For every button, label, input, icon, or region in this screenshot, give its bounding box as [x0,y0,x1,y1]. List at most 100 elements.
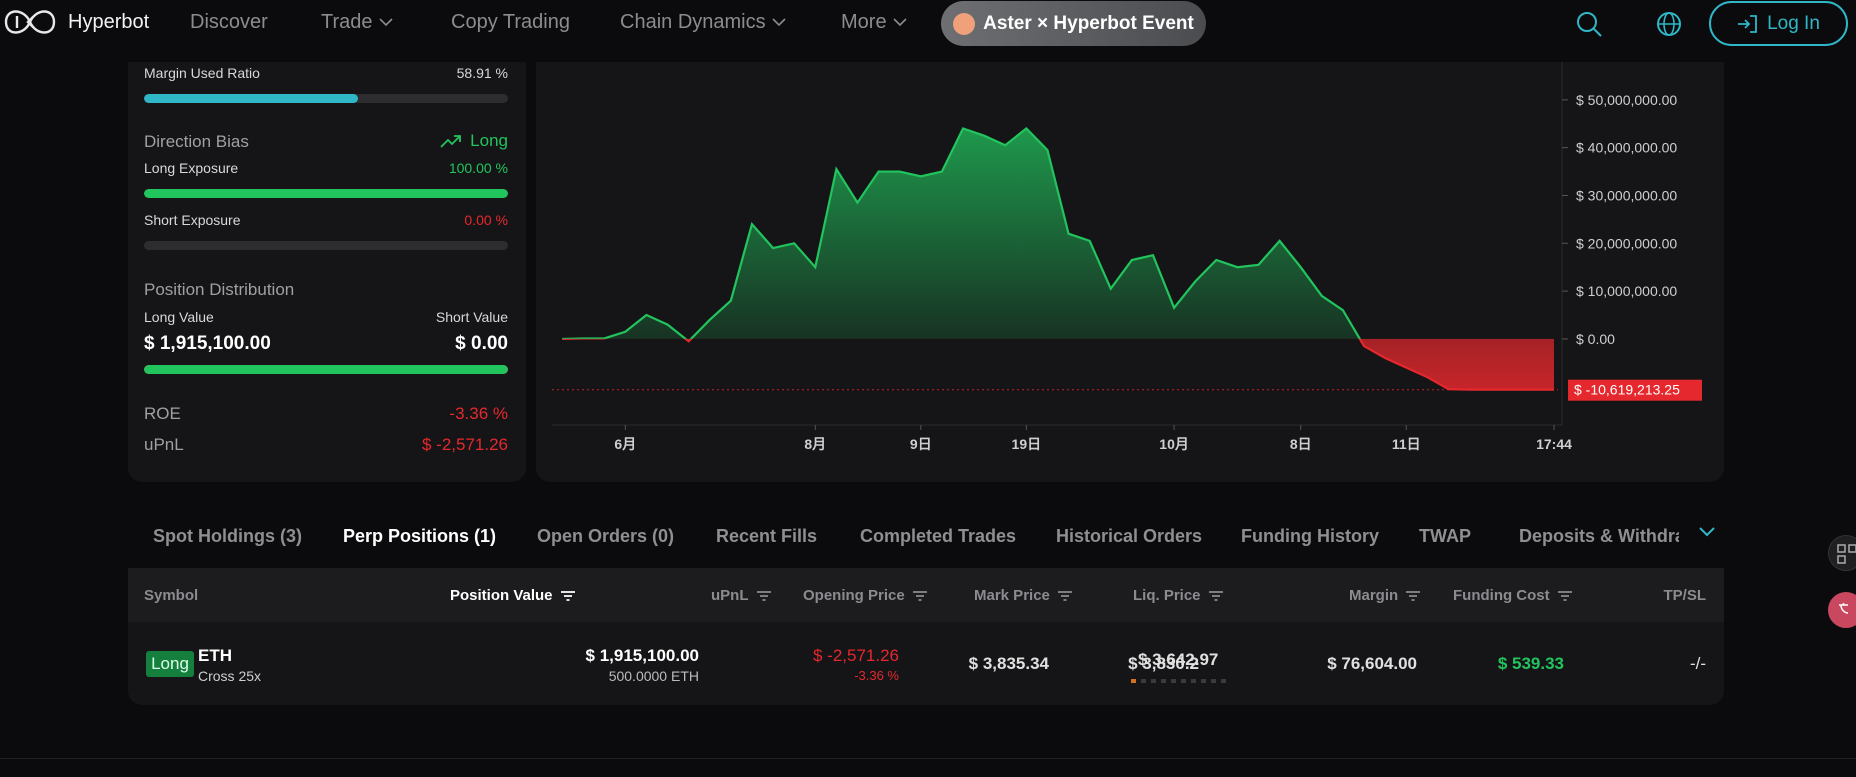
search-icon[interactable] [1575,10,1603,38]
login-arrow-icon [1738,14,1757,33]
pnl-area-negative [685,338,1554,390]
row-symbol[interactable]: ETH [198,646,232,665]
row-liq-price: $ 3,642.97 [1138,650,1219,669]
y-tick-label: $ 10,000,000.00 [1576,283,1677,299]
col-mark-price[interactable]: Mark Price [974,587,1073,604]
nav-discover-label: Discover [190,10,268,33]
position-distribution-bar-fill [144,365,508,374]
col-opening-price[interactable]: Opening Price [803,587,928,604]
x-tick-label: 8日 [1290,436,1312,452]
nav-trade[interactable]: Trade [321,10,393,34]
row-funding-cost: $ 539.33 [1497,654,1564,673]
liq-risk-meter [1131,679,1226,683]
col-position-value[interactable]: Position Value [450,587,576,604]
pnl-line-positive [561,127,1362,339]
tab-spot-holdings[interactable]: Spot Holdings (3) [153,526,302,546]
top-nav: Hyperbot Discover Trade Copy Trading Cha… [0,0,1856,62]
nav-more[interactable]: More [841,10,907,34]
direction-bias-value: Long [440,131,508,151]
roe-value: -3.36 % [449,404,508,423]
apps-icon [1837,544,1856,564]
col-margin[interactable]: Margin [1349,587,1421,604]
col-liq-price-label: Liq. Price [1133,587,1201,604]
col-funding-cost-label: Funding Cost [1453,587,1550,604]
row-margin: $ 76,604.00 [1327,654,1417,673]
direction-bias-label: Direction Bias [144,132,249,151]
translate-icon [1839,603,1849,614]
nav-more-label: More [841,10,887,33]
tab-recent-fills[interactable]: Recent Fills [716,526,818,546]
pnl-chart[interactable]: $ 50,000,000.00 $ 40,000,000.00 $ 30,000,0… [536,40,1724,482]
position-distribution-bar [144,365,508,374]
long-exposure-value: 100.00 % [448,160,508,176]
row-upnl: $ -2,571.26 [812,646,899,665]
row-tpsl[interactable]: -/- [1689,654,1706,673]
nav-copy-trading[interactable]: Copy Trading [451,10,570,34]
row-position-size: 500.0000 ETH [608,668,699,684]
translate-float-button[interactable] [1828,592,1856,628]
nav-trade-label: Trade [321,10,373,33]
col-funding-cost[interactable]: Funding Cost [1453,587,1573,604]
sort-filter-icon [1557,590,1572,601]
apps-float-button[interactable] [1828,535,1856,571]
tab-funding-history[interactable]: Funding History [1241,526,1379,546]
account-summary-panel: Margin Used Ratio 58.91 % Direction Bias… [128,40,526,482]
pnl-line-negative [562,338,1555,391]
row-mark-price: $ 3,830.2 [1128,654,1199,673]
sort-filter-icon [912,590,927,601]
nav-discover[interactable]: Discover [190,10,268,34]
col-mark-price-label: Mark Price [974,587,1050,604]
short-value: $ 0.00 [455,333,508,354]
tab-twap[interactable]: TWAP [1419,526,1471,546]
nav-copy-trading-label: Copy Trading [451,10,570,33]
tabs-more-chevron-icon[interactable] [1698,526,1716,538]
y-tick-label: $ 40,000,000.00 [1576,140,1677,156]
x-tick-label: 8月 [804,436,826,452]
chevron-down-icon [772,18,786,27]
margin-used-ratio-value: 58.91 % [456,65,508,81]
perp-positions-table: Symbol Position Value uPnL Opening Price… [128,568,1724,705]
col-symbol: Symbol [144,587,198,604]
x-tick-label: 6月 [614,436,636,452]
direction-bias-text: Long [470,131,508,150]
tab-perp-positions[interactable]: Perp Positions (1) [343,526,497,546]
roe-label: ROE [144,404,181,423]
aster-logo-icon [953,12,976,35]
upnl-label: uPnL [144,435,184,454]
footer-divider [0,758,1856,759]
position-distribution-label: Position Distribution [144,280,295,299]
tab-open-orders[interactable]: Open Orders (0) [537,526,675,546]
tab-historical-orders[interactable]: Historical Orders [1056,526,1203,546]
event-button[interactable]: Aster × Hyperbot Event [941,1,1206,46]
tab-completed-trades[interactable]: Completed Trades [860,526,1017,546]
event-button-label: Aster × Hyperbot Event [983,12,1194,34]
col-margin-label: Margin [1349,587,1399,604]
side-badge: Long [146,651,194,677]
tab-deposits-withdrawals[interactable]: Deposits & Withdraw [1519,526,1679,546]
col-opening-price-label: Opening Price [803,587,905,604]
long-value-label: Long Value [144,309,214,325]
login-button[interactable]: Log In [1709,1,1848,46]
nav-chain-dynamics-label: Chain Dynamics [620,10,766,33]
col-upnl-label: uPnL [711,587,749,604]
row-upnl-pct: -3.36 % [854,668,899,683]
short-value-label: Short Value [435,309,508,325]
pnl-chart-panel: $ 50,000,000.00 $ 40,000,000.00 $ 30,000,0… [536,40,1724,482]
sort-filter-icon [756,590,771,601]
col-symbol-label: Symbol [144,587,199,604]
pnl-area-positive [562,128,1554,339]
nav-chain-dynamics[interactable]: Chain Dynamics [620,10,786,34]
current-value-badge [1568,379,1702,401]
globe-icon[interactable] [1655,10,1683,38]
brand-logo[interactable]: Hyperbot [2,2,149,42]
col-liq-price[interactable]: Liq. Price [1133,587,1224,604]
x-tick-label: 17:44 [1536,436,1572,452]
short-exposure-bar [144,241,508,250]
x-tick-label: 19日 [1012,436,1042,452]
x-tick-label: 10月 [1159,436,1189,452]
y-tick-label: $ 0.00 [1576,331,1615,347]
y-tick-label: $ 50,000,000.00 [1576,92,1677,108]
col-upnl[interactable]: uPnL [711,587,772,604]
chevron-down-icon [893,18,907,27]
margin-used-ratio-bar [144,94,508,103]
